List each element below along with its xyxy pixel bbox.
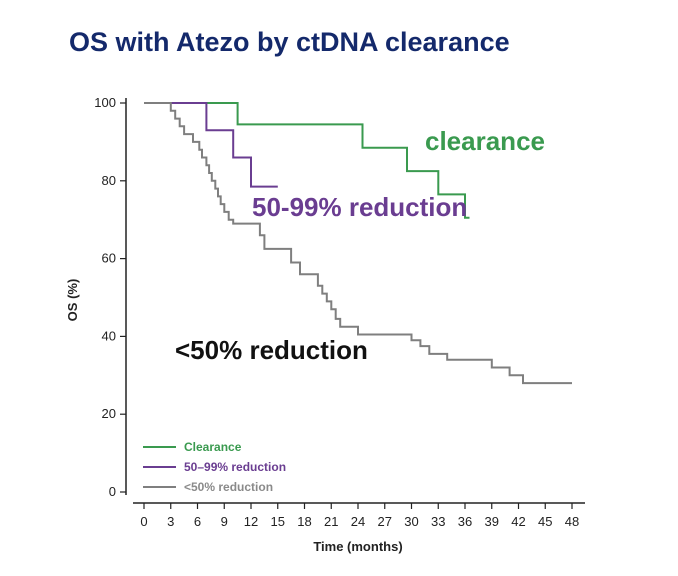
x-tick-label: 48 xyxy=(565,514,579,529)
x-tick-label: 3 xyxy=(167,514,174,529)
x-axis-title: Time (months) xyxy=(313,539,402,554)
x-tick-label: 18 xyxy=(297,514,311,529)
x-tick-label: 30 xyxy=(404,514,418,529)
x-tick-label: 42 xyxy=(511,514,525,529)
x-tick-label: 45 xyxy=(538,514,552,529)
x-tick-label: 27 xyxy=(378,514,392,529)
curve-clearance xyxy=(144,102,470,219)
x-tick-label: 24 xyxy=(351,514,365,529)
x-tick-label: 12 xyxy=(244,514,258,529)
x-tick-label: 9 xyxy=(221,514,228,529)
x-tick-label: 39 xyxy=(485,514,499,529)
curve-less-than-50-reduction xyxy=(144,102,572,385)
annotation-clearance: clearance xyxy=(425,126,545,156)
x-tick-label: 6 xyxy=(194,514,201,529)
legend: Clearance 50–99% reduction <50% reductio… xyxy=(143,440,286,494)
x-tick-label: 36 xyxy=(458,514,472,529)
y-tick-label: 40 xyxy=(102,328,116,343)
chart-title: OS with Atezo by ctDNA clearance xyxy=(69,27,510,57)
survival-curves xyxy=(144,102,572,385)
annotation-50-99-reduction: 50-99% reduction xyxy=(252,192,467,222)
y-tick-label: 80 xyxy=(102,173,116,188)
y-tick-label: 20 xyxy=(102,406,116,421)
annotation-less-than-50-reduction: <50% reduction xyxy=(175,335,368,365)
curve-50-99-reduction xyxy=(144,102,278,188)
x-tick-label: 0 xyxy=(140,514,147,529)
y-tick-label: 60 xyxy=(102,251,116,266)
legend-label-clearance: Clearance xyxy=(184,440,242,454)
x-tick-label: 15 xyxy=(271,514,285,529)
y-tick-label: 0 xyxy=(109,484,116,499)
y-tick-label: 100 xyxy=(94,95,116,110)
legend-label-50-99-reduction: 50–99% reduction xyxy=(184,460,286,474)
x-tick-label: 33 xyxy=(431,514,445,529)
x-tick-label: 21 xyxy=(324,514,338,529)
y-axis-title: OS (%) xyxy=(65,279,80,322)
legend-label-less-than-50-reduction: <50% reduction xyxy=(184,480,273,494)
